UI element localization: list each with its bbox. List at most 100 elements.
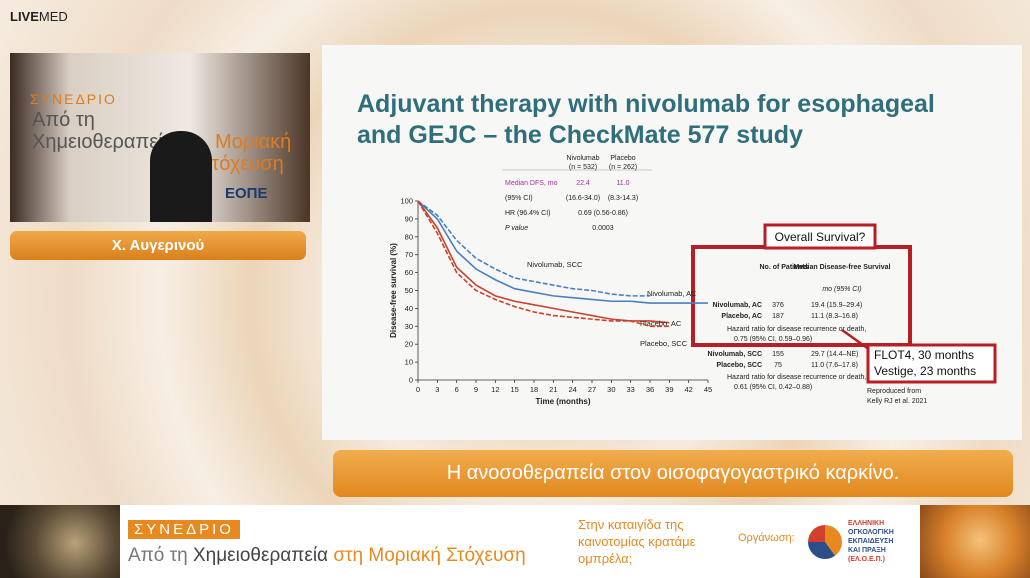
x-tick-label: 24 — [568, 385, 576, 394]
y-tick-label: 10 — [405, 358, 413, 367]
cell: 155 — [772, 351, 784, 358]
slide-graphics: Nivolumab (n = 532) Placebo (n = 262) Me… — [389, 155, 997, 406]
footer-slogan: Στην καταιγίδα της καινοτομίας κρατάμε ο… — [578, 517, 696, 566]
row-label: Placebo, AC — [721, 313, 762, 320]
cell: 0.0003 — [592, 225, 614, 232]
source: Kelly RJ et al. 2021 — [867, 398, 927, 405]
footer: ΣΥΝΕΔΡΙΟ Από τη Χημειοθεραπεία στη Μορια… — [0, 505, 1030, 578]
y-tick-label: 30 — [405, 322, 413, 331]
y-tick-label: 50 — [405, 286, 413, 295]
row-label: Nivolumab, SCC — [708, 351, 762, 358]
row-label: HR (96.4% CI) — [505, 210, 551, 217]
y-axis-label: Disease-free survival (%) — [389, 243, 398, 338]
organizer-line: ΚΑΙ ΠΡΑΞΗ — [848, 547, 886, 554]
curve-label: Placebo, SCC — [640, 339, 688, 348]
cell: 11.0 — [616, 180, 629, 187]
y-tick-label: 60 — [405, 268, 413, 277]
video-banner-text: Από τη — [32, 109, 95, 131]
title-part: Από τη — [128, 545, 188, 566]
y-tick-label: 20 — [405, 340, 413, 349]
video-banner-text: ΣΥΝΕΔΡΙΟ — [30, 91, 117, 107]
cell: 19.4 (15.9–29.4) — [811, 302, 862, 309]
title-part: Χημειοθεραπεία — [192, 545, 329, 566]
x-tick-label: 9 — [474, 385, 478, 394]
col-head: Nivolumab — [566, 155, 599, 162]
organizer-line: ΕΚΠΑΙΔΕΥΣΗ — [848, 538, 894, 545]
cell: 11.1 (8.3–16.8) — [811, 313, 858, 320]
hr-note: 0.61 (95% CI, 0.42–0.88) — [734, 384, 812, 391]
source: Reproduced from — [867, 388, 921, 395]
col-head: mo (95% CI) — [822, 286, 861, 293]
x-tick-label: 21 — [549, 385, 557, 394]
arrow — [841, 328, 871, 352]
x-tick-label: 15 — [510, 385, 518, 394]
hr-note: Hazard ratio for disease recurrence or d… — [727, 374, 866, 381]
col-head: No. of Patients — [759, 264, 808, 271]
x-axis-label: Time (months) — [536, 397, 591, 406]
brand-rest: MED — [38, 9, 68, 24]
x-tick-label: 33 — [626, 385, 634, 394]
speaker-name: Χ. Αυγερινού — [10, 231, 306, 260]
y-tick-label: 0 — [409, 376, 413, 385]
organizer-line: (ΕΛ.Ο.Ε.Π.) — [848, 556, 885, 563]
video-banner-text: Μοριακή — [215, 131, 292, 153]
brand-bold: LIVE — [10, 9, 39, 24]
summary-table: Nivolumab (n = 532) Placebo (n = 262) Me… — [505, 155, 638, 232]
cell: 0.69 (0.56-0.86) — [578, 210, 628, 217]
comparator: Vestige, 23 months — [874, 364, 976, 378]
cell: 376 — [772, 302, 784, 309]
curve-label: Nivolumab, AC — [647, 289, 697, 298]
x-tick-label: 0 — [416, 385, 420, 394]
video-banner-text: Χημειοθεραπεία — [32, 131, 175, 153]
cell: (8.3-14.3) — [608, 195, 638, 202]
row-label: P value — [505, 225, 528, 232]
cell: 75 — [774, 362, 782, 369]
organizer: ΕΛΛΗΝΙΚΗ ΟΓΚΟΛΟΓΙΚΗ ΕΚΠΑΙΔΕΥΣΗ ΚΑΙ ΠΡΑΞΗ… — [848, 519, 894, 564]
video-banner-text: Στόχευση — [200, 153, 284, 175]
organizer-logo — [808, 525, 842, 559]
footer-badge: ΣΥΝΕΔΡΙΟ — [128, 520, 240, 539]
slide-title: Adjuvant therapy with nivolumab for esop… — [357, 90, 935, 149]
col-head: Placebo — [610, 155, 635, 162]
x-tick-label: 30 — [607, 385, 615, 394]
question-box — [763, 223, 877, 250]
row-label: Placebo, SCC — [716, 362, 762, 369]
x-tick-label: 6 — [455, 385, 459, 394]
col-head: Median Disease-free Survival — [794, 264, 891, 271]
hr-note: 0.75 (95% CI, 0.59–0.96) — [734, 336, 812, 343]
video-banner-text: ΕΟΠΕ — [225, 185, 268, 202]
cell: (16.6-34.0) — [566, 195, 600, 202]
curve-label: Placebo, AC — [640, 319, 682, 328]
x-tick-label: 27 — [588, 385, 596, 394]
cell: 11.0 (7.6–17.8) — [811, 362, 858, 369]
x-tick-label: 39 — [665, 385, 673, 394]
y-tick-label: 80 — [405, 232, 413, 241]
y-tick-label: 90 — [405, 214, 413, 223]
y-tick-label: 70 — [405, 250, 413, 259]
col-head: (n = 262) — [609, 164, 637, 171]
curve-label: Nivolumab, SCC — [527, 260, 583, 269]
title-part: στη Μοριακή Στόχευση — [333, 545, 526, 566]
speaker-video: ΣΥΝΕΔΡΙΟ Από τη Χημειοθεραπεία Μοριακή Σ… — [10, 53, 310, 222]
subgroup-table: No. of Patients Median Disease-free Surv… — [708, 264, 928, 405]
brand: LIVEMED — [10, 9, 68, 24]
speaker-figure — [150, 131, 212, 222]
slide: Adjuvant therapy with nivolumab for esop… — [322, 45, 1022, 440]
hr-note: Hazard ratio for disease recurrence or d… — [727, 326, 866, 333]
cell: 29.7 (14.4–NE) — [811, 351, 858, 358]
organizer-line: ΟΓΚΟΛΟΓΙΚΗ — [848, 529, 894, 536]
organizer-line: ΕΛΛΗΝΙΚΗ — [848, 520, 885, 527]
question: Overall Survival? — [775, 230, 866, 244]
footer-image — [0, 505, 120, 578]
comparator: FLOT4, 30 months — [874, 348, 974, 362]
x-tick-label: 18 — [530, 385, 538, 394]
y-tick-label: 100 — [400, 197, 413, 206]
footer-image — [920, 505, 1030, 578]
col-head: (n = 532) — [569, 164, 597, 171]
x-tick-label: 42 — [684, 385, 692, 394]
organizer-label: Οργάνωση: — [738, 532, 795, 544]
row-label: (95% CI) — [505, 195, 533, 202]
x-tick-label: 45 — [704, 385, 712, 394]
y-tick-label: 40 — [405, 304, 413, 313]
